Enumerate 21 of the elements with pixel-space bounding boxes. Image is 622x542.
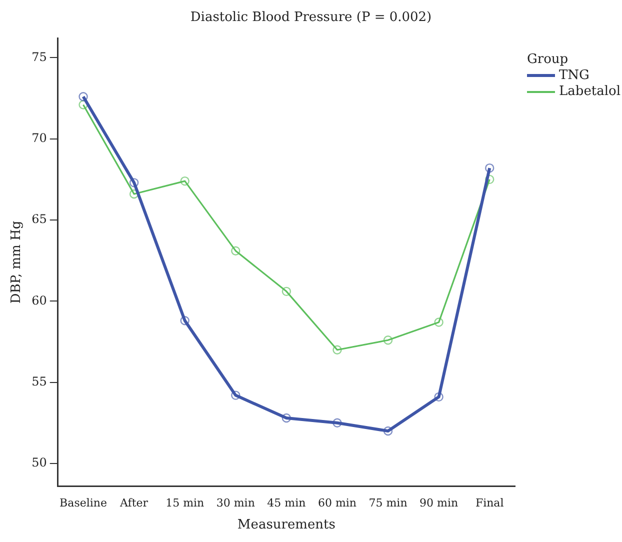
x-tick-label: Final [475, 496, 504, 510]
y-axis-title: DBP, mm Hg [9, 220, 24, 304]
x-tick-label: 30 min [216, 496, 255, 510]
x-tick-label: 15 min [166, 496, 204, 510]
legend-label: Labetalol [559, 84, 621, 99]
x-tick-label: 90 min [420, 496, 458, 510]
x-tick-label: After [119, 496, 149, 510]
y-tick-label: 70 [32, 130, 47, 145]
y-tick-label: 75 [32, 50, 47, 64]
x-tick-label: 60 min [318, 496, 356, 510]
x-tick-label: Baseline [60, 496, 107, 510]
x-tick-label: 75 min [368, 496, 408, 510]
legend-title: Group [527, 52, 570, 67]
x-tick-label: 45 min [267, 496, 306, 510]
x-axis-title: Measurements [237, 518, 336, 533]
y-tick-label: 65 [32, 212, 47, 226]
chart-title: Diastolic Blood Pressure (P = 0.002) [189, 10, 433, 25]
y-tick-label: 60 [32, 293, 47, 308]
legend-label: TNG [559, 68, 590, 83]
y-tick-label: 50 [32, 456, 47, 470]
y-tick-label: 55 [32, 374, 47, 388]
